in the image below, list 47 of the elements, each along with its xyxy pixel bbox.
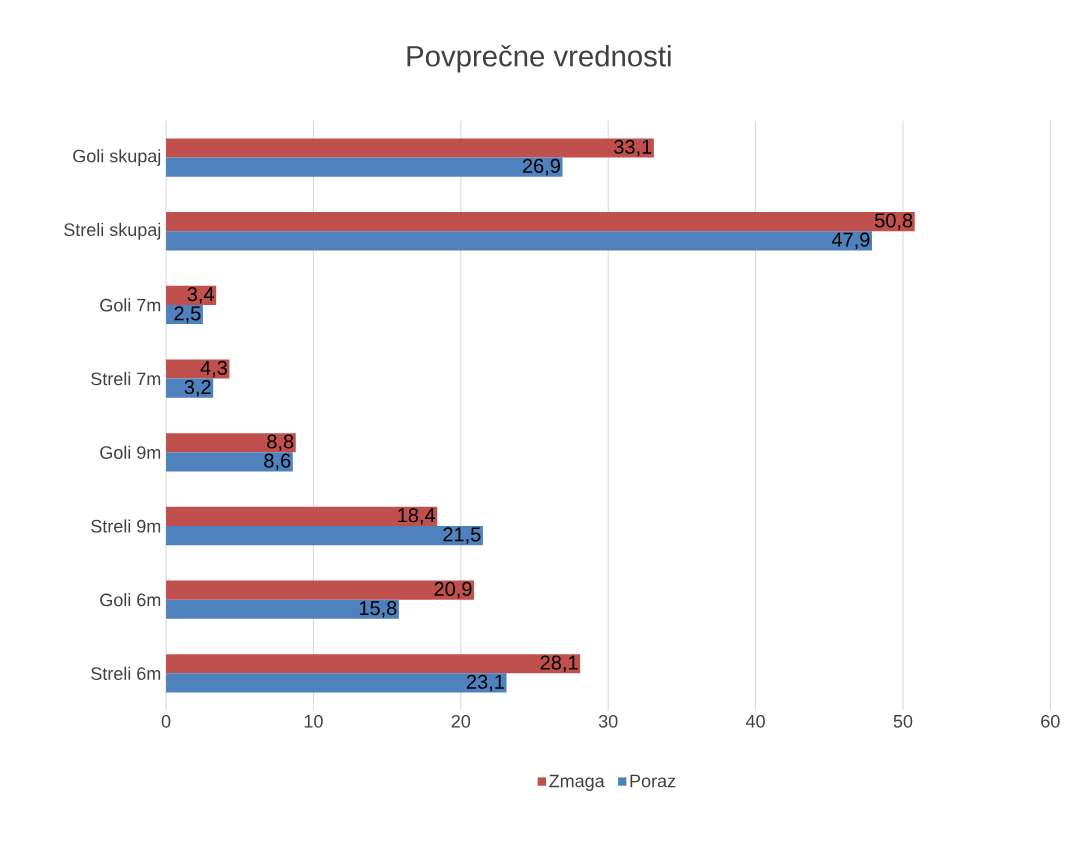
data-label: 3,2 xyxy=(184,379,211,397)
bar xyxy=(166,433,296,453)
bar xyxy=(166,212,915,232)
data-label: 50,8 xyxy=(874,213,913,230)
legend-label: Zmaga xyxy=(549,774,605,791)
bar xyxy=(166,157,563,177)
data-label: 20,9 xyxy=(434,581,472,599)
bar xyxy=(166,231,872,251)
y-tick-label: Streli 6m xyxy=(91,666,161,680)
x-tick-label: 20 xyxy=(451,714,471,728)
data-label: 28,1 xyxy=(540,655,578,673)
data-label: 33,1 xyxy=(614,139,652,157)
bar xyxy=(166,654,581,674)
x-tick-label: 0 xyxy=(161,714,171,728)
legend-label: Poraz xyxy=(630,774,676,788)
bar xyxy=(166,506,438,527)
data-label: 18,4 xyxy=(398,508,436,525)
data-label: 21,5 xyxy=(443,527,481,544)
bar xyxy=(166,138,654,158)
x-tick-label: 40 xyxy=(745,714,765,728)
bar xyxy=(166,599,399,619)
x-tick-label: 50 xyxy=(893,714,913,728)
data-label: 3,4 xyxy=(187,287,214,304)
chart-title: Povprečne vrednosti xyxy=(407,44,671,73)
bar xyxy=(166,673,507,693)
data-label: 26,9 xyxy=(522,158,560,176)
y-tick-label: Goli 7m xyxy=(100,298,161,312)
bar xyxy=(166,580,475,600)
bar xyxy=(166,359,230,379)
data-label: 8,6 xyxy=(264,453,291,471)
x-tick-label: 30 xyxy=(598,714,618,728)
bar xyxy=(166,452,293,472)
y-tick-label: Streli 9m xyxy=(91,519,161,533)
data-label: 2,5 xyxy=(174,306,201,323)
y-tick-label: Streli skupaj xyxy=(64,222,161,240)
bar xyxy=(166,526,483,546)
y-tick-label: Streli 7m xyxy=(91,372,161,386)
data-label: 15,8 xyxy=(359,601,397,618)
data-label: 23,1 xyxy=(466,674,504,692)
data-label: 8,8 xyxy=(267,434,294,452)
y-tick-label: Goli 6m xyxy=(100,593,161,607)
data-label: 4,3 xyxy=(200,360,227,378)
x-tick-label: 60 xyxy=(1041,714,1060,728)
x-tick-label: 10 xyxy=(304,714,323,728)
y-tick-label: Goli 9m xyxy=(100,445,161,459)
data-label: 47,9 xyxy=(831,232,870,250)
y-tick-label: Goli skupaj xyxy=(73,149,161,166)
